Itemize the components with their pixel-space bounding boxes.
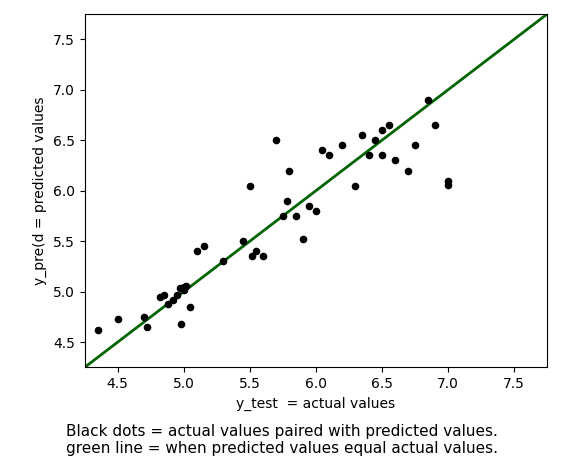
Point [282, 197, 291, 204]
Point [164, 300, 173, 308]
Point [411, 142, 420, 149]
Point [245, 182, 254, 189]
Point [278, 212, 287, 220]
Point [239, 237, 248, 245]
Point [549, 89, 558, 97]
Point [139, 313, 148, 321]
Point [377, 152, 386, 159]
Point [384, 122, 393, 129]
Point [175, 284, 184, 292]
Point [179, 283, 188, 291]
Point [199, 243, 208, 250]
Point [272, 137, 281, 144]
Point [182, 282, 191, 289]
Point [324, 152, 333, 159]
Point [311, 207, 320, 215]
Point [358, 131, 367, 139]
Point [142, 323, 151, 331]
Point [113, 315, 122, 323]
Point [219, 258, 228, 265]
Y-axis label: y_pre(d = predicted values: y_pre(d = predicted values [33, 97, 47, 285]
Point [430, 122, 439, 129]
X-axis label: y_test  = actual values: y_test = actual values [236, 397, 395, 411]
Point [186, 303, 195, 310]
Point [292, 212, 301, 220]
Point [177, 320, 186, 328]
Point [252, 248, 261, 255]
Point [404, 167, 413, 174]
Point [298, 236, 307, 243]
Point [305, 202, 314, 210]
Point [391, 157, 400, 164]
Point [377, 126, 386, 134]
Point [549, 91, 558, 98]
Point [160, 291, 169, 299]
Point [338, 142, 347, 149]
Point [156, 293, 165, 300]
Point [192, 248, 201, 255]
Point [173, 291, 182, 299]
Point [169, 296, 178, 303]
Text: Black dots = actual values paired with predicted values.
green line = when predi: Black dots = actual values paired with p… [66, 424, 498, 456]
Point [258, 252, 267, 260]
Point [351, 182, 360, 189]
Point [371, 137, 380, 144]
Point [443, 177, 452, 185]
Point [285, 167, 294, 174]
Point [248, 252, 257, 260]
Point [318, 146, 327, 154]
Point [443, 181, 452, 188]
Point [424, 96, 433, 104]
Point [93, 326, 102, 334]
Point [179, 286, 188, 293]
Point [364, 152, 373, 159]
